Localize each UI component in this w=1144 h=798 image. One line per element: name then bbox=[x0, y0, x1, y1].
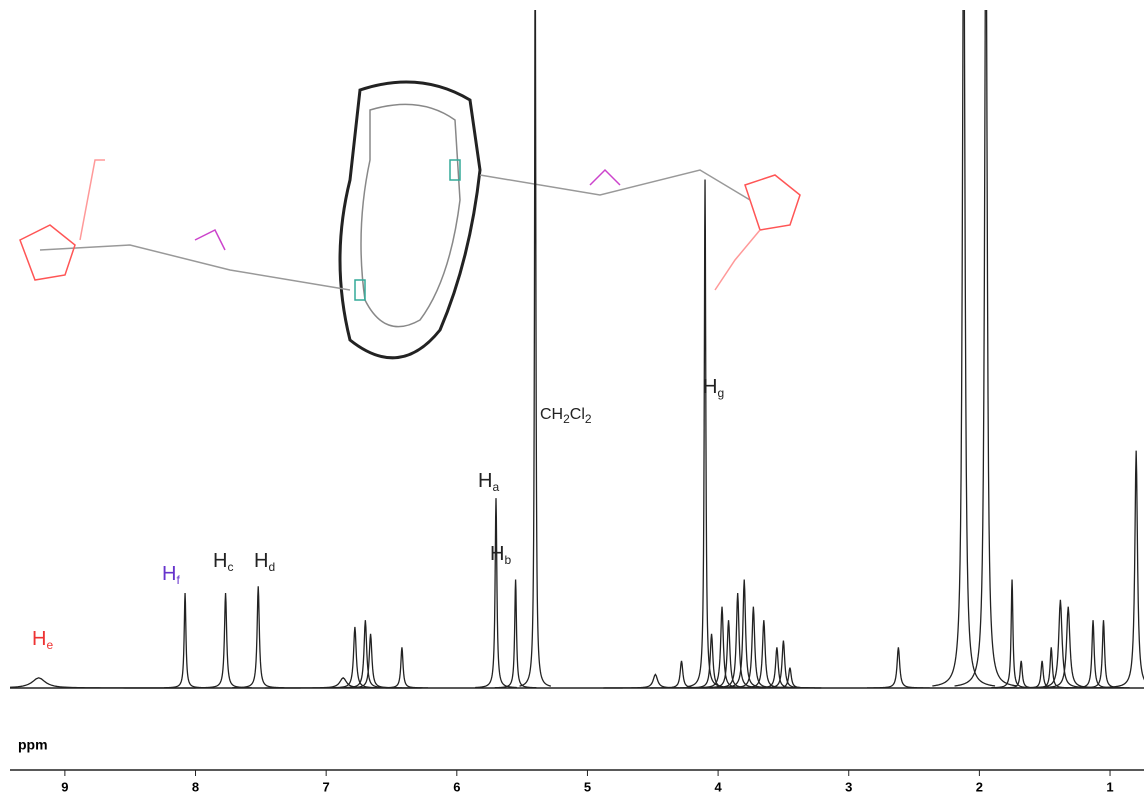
x-tick-label: 8 bbox=[192, 779, 199, 794]
annotation: Ha bbox=[478, 470, 499, 494]
x-tick-label: 4 bbox=[714, 779, 722, 794]
x-axis-label: ppm bbox=[18, 737, 48, 753]
peak bbox=[1021, 599, 1100, 689]
molecule-sketch bbox=[19, 80, 801, 360]
peak bbox=[706, 593, 770, 689]
annotation: CH2Cl2 bbox=[540, 406, 592, 426]
peak bbox=[375, 647, 429, 689]
x-tick-label: 9 bbox=[61, 779, 68, 794]
annotation: He bbox=[32, 628, 53, 652]
x-tick-label: 2 bbox=[976, 779, 983, 794]
x-tick-label: 5 bbox=[584, 779, 591, 794]
peak bbox=[686, 179, 724, 688]
peak bbox=[1066, 620, 1120, 689]
annotation: Hb bbox=[490, 543, 511, 567]
peak bbox=[519, 10, 552, 687]
x-tick-label: 3 bbox=[845, 779, 852, 794]
peak bbox=[1077, 620, 1130, 689]
peak bbox=[697, 620, 760, 689]
annotation: Hg bbox=[703, 376, 724, 400]
x-tick-label: 1 bbox=[1106, 779, 1113, 794]
peak bbox=[199, 593, 252, 689]
peak bbox=[1104, 450, 1144, 689]
annotation: Hd bbox=[254, 550, 275, 574]
peak bbox=[867, 647, 930, 689]
peak bbox=[10, 677, 196, 689]
annotation: Hc bbox=[213, 550, 233, 574]
peak bbox=[475, 498, 517, 689]
x-tick-label: 6 bbox=[453, 779, 460, 794]
peak bbox=[954, 10, 1018, 687]
x-tick-label: 7 bbox=[323, 779, 330, 794]
peak bbox=[690, 606, 754, 689]
peak bbox=[232, 586, 285, 689]
annotation: Hf bbox=[162, 563, 180, 587]
peak bbox=[932, 10, 996, 687]
peak bbox=[1025, 647, 1078, 689]
peak bbox=[323, 626, 387, 689]
peak bbox=[164, 593, 206, 689]
peak bbox=[339, 633, 402, 689]
